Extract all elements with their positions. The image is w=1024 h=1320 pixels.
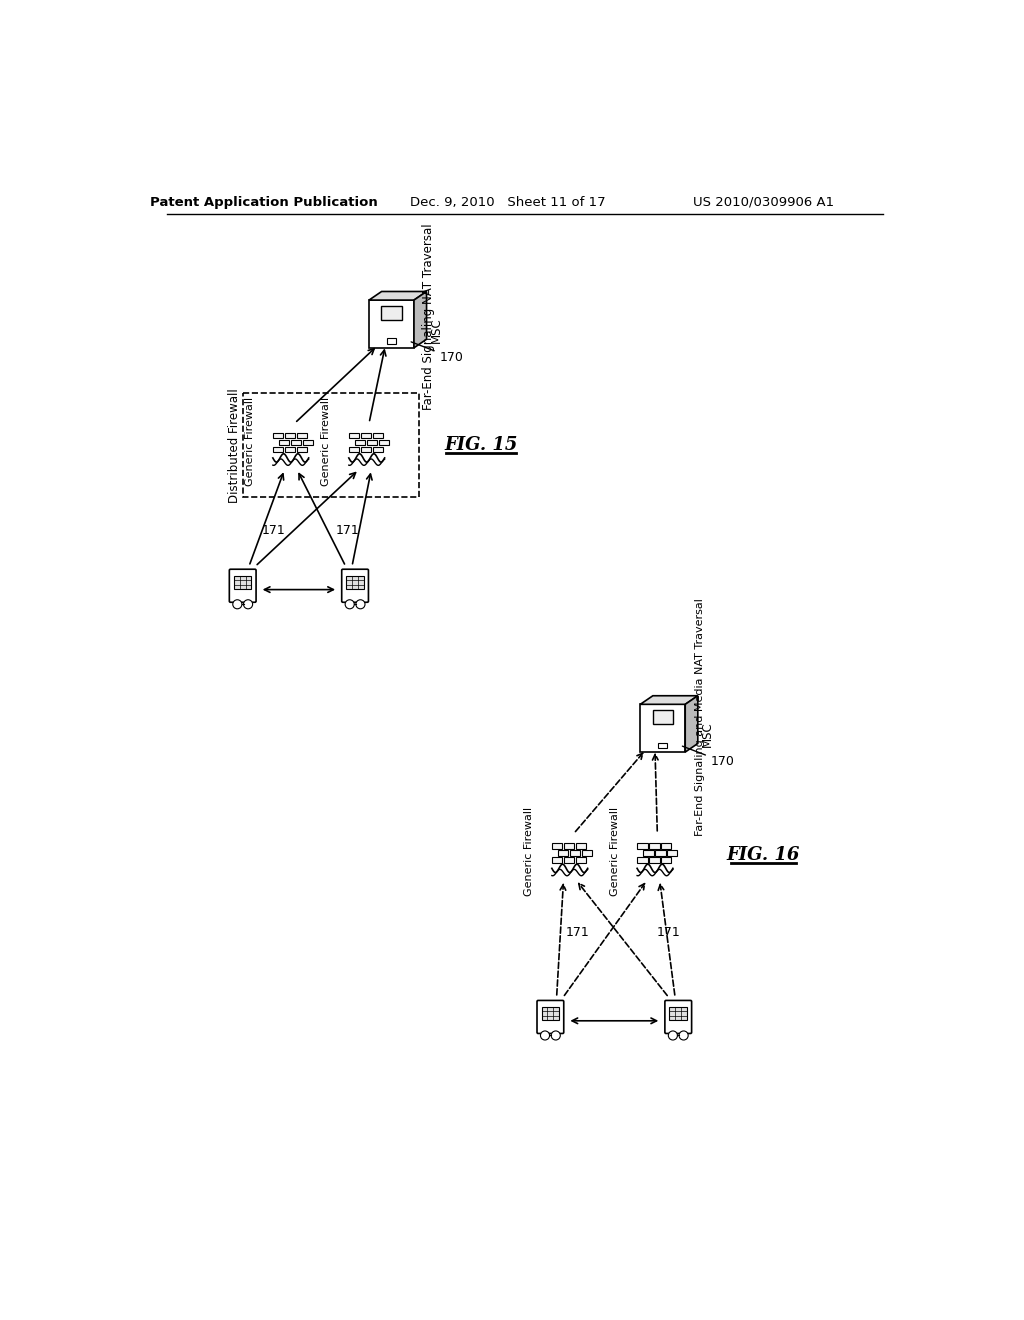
Bar [297,433,307,438]
Bar [637,843,647,849]
Bar [272,433,284,438]
Bar [649,857,659,863]
Text: Far-End Signaling NAT Traversal: Far-End Signaling NAT Traversal [422,223,435,409]
Bar [660,857,672,863]
Bar [233,576,252,589]
Bar [373,433,383,438]
Text: Generic Firewall: Generic Firewall [322,396,332,486]
Bar [564,857,574,863]
FancyBboxPatch shape [665,1001,691,1034]
Polygon shape [685,696,697,752]
Bar [649,843,659,849]
Bar [297,446,307,453]
Bar [354,440,366,445]
Text: Distributed Firewall: Distributed Firewall [228,388,242,503]
Bar [558,850,568,855]
Text: 170: 170 [412,342,464,364]
Bar [569,850,581,855]
Bar [367,440,377,445]
Bar [303,440,313,445]
Bar [575,843,586,849]
Bar [564,843,574,849]
Circle shape [551,1031,560,1040]
FancyBboxPatch shape [537,1001,564,1034]
Bar [670,1007,687,1020]
Bar [285,433,295,438]
Bar [379,440,389,445]
Text: Generic Firewall: Generic Firewall [246,396,255,486]
Text: Generic Firewall: Generic Firewall [609,807,620,896]
Text: 171: 171 [657,927,681,939]
Bar [243,393,419,498]
Bar [552,857,562,863]
Text: Generic Firewall: Generic Firewall [524,807,535,896]
Bar [655,850,666,855]
Text: 171: 171 [336,524,359,537]
Bar [387,338,396,345]
Text: FIG. 15: FIG. 15 [444,436,517,454]
Bar [360,433,372,438]
Text: MSC: MSC [430,317,443,343]
FancyBboxPatch shape [342,569,369,602]
Text: Dec. 9, 2010   Sheet 11 of 17: Dec. 9, 2010 Sheet 11 of 17 [410,195,605,209]
Bar [658,743,668,748]
Bar [346,576,364,589]
Bar [291,440,301,445]
Circle shape [541,1031,550,1040]
Bar [643,850,653,855]
Bar [637,857,647,863]
Text: MSC: MSC [701,722,714,747]
Circle shape [244,599,253,609]
Bar [660,843,672,849]
Bar [667,850,678,855]
Text: 170: 170 [682,746,734,768]
Polygon shape [414,292,427,348]
Circle shape [679,1031,688,1040]
Polygon shape [369,300,414,348]
Polygon shape [640,705,685,752]
Bar [349,446,359,453]
Text: 171: 171 [262,524,286,537]
Bar [575,857,586,863]
Bar [652,710,673,725]
Text: US 2010/0309906 A1: US 2010/0309906 A1 [693,195,835,209]
Bar [360,446,372,453]
Bar [373,446,383,453]
Bar [279,440,290,445]
Bar [272,446,284,453]
Circle shape [356,599,365,609]
Polygon shape [640,696,697,705]
Bar [582,850,592,855]
Polygon shape [369,292,427,300]
Bar [285,446,295,453]
Circle shape [669,1031,678,1040]
Text: Far-End Signaling and Media NAT Traversal: Far-End Signaling and Media NAT Traversa… [695,598,705,836]
Text: 171: 171 [565,927,590,939]
Text: Patent Application Publication: Patent Application Publication [150,195,378,209]
FancyBboxPatch shape [229,569,256,602]
Bar [552,843,562,849]
Circle shape [345,599,354,609]
Bar [542,1007,559,1020]
Circle shape [232,599,242,609]
Bar [381,306,401,321]
Bar [349,433,359,438]
Text: FIG. 16: FIG. 16 [727,846,800,865]
